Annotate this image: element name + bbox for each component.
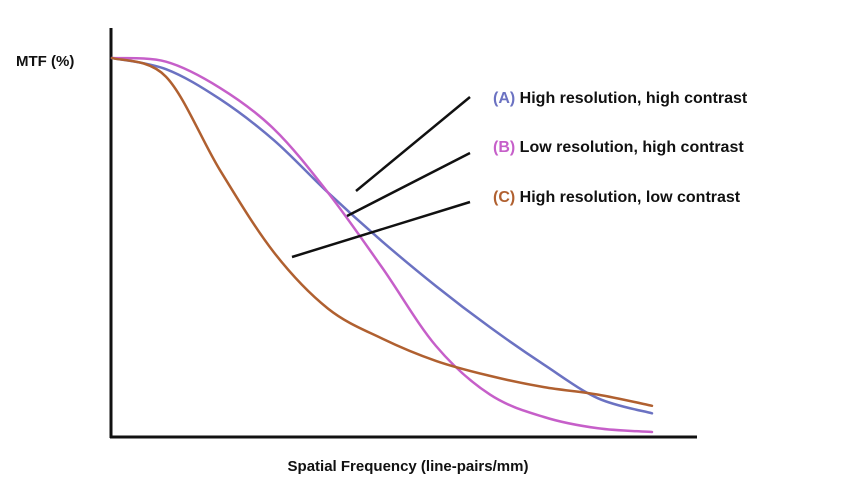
legend-label-a: High resolution, high contrast <box>515 90 748 107</box>
y-axis-title: MTF (%) <box>16 53 74 70</box>
legend-letter-b: (B) <box>493 139 515 156</box>
leader-line-a <box>355 96 471 192</box>
legend-label-b: Low resolution, high contrast <box>515 139 744 156</box>
legend-letter-c: (C) <box>493 189 515 206</box>
legend-entry-c: (C) High resolution, low contrast <box>493 189 741 206</box>
leader-line-c <box>291 200 471 259</box>
legend-letter-a: (A) <box>493 90 515 107</box>
series-line-a <box>110 56 654 415</box>
series-line-c <box>110 56 654 408</box>
leader-lines <box>291 96 471 259</box>
leader-line-b <box>346 151 471 218</box>
axes <box>109 28 697 439</box>
x-axis-title: Spatial Frequency (line-pairs/mm) <box>288 458 529 475</box>
series-layer <box>110 56 654 434</box>
legend: (A) High resolution, high contrast (B) Lo… <box>493 90 748 206</box>
legend-label-c: High resolution, low contrast <box>515 189 741 206</box>
series-line-b <box>110 56 654 434</box>
legend-entry-a: (A) High resolution, high contrast <box>493 90 748 107</box>
legend-entry-b: (B) Low resolution, high contrast <box>493 139 744 156</box>
